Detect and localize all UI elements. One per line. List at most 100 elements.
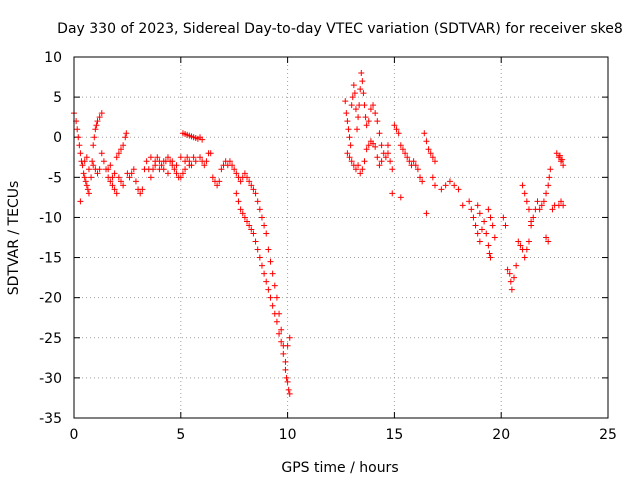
data-point [137,190,144,197]
data-point [143,158,150,165]
data-point [417,174,424,181]
data-point [233,170,240,177]
data-point [410,158,417,165]
data-point [269,270,276,277]
data-point [120,142,127,149]
data-point [96,114,103,121]
data-point [186,162,193,169]
data-point [226,158,233,165]
data-point [395,130,402,137]
data-point [246,222,253,229]
data-point [154,154,161,161]
data-point [356,102,363,109]
data-point [250,186,257,193]
data-point [547,166,554,173]
data-point [530,214,537,221]
data-point [81,174,88,181]
data-point [190,154,197,161]
data-point [560,162,567,169]
chart-title: Day 330 of 2023, Sidereal Day-to-day VTE… [57,21,623,37]
x-tick-label: 10 [279,427,297,443]
data-point [160,158,167,165]
data-point [343,110,350,117]
data-point [472,222,479,229]
x-tick-label: 5 [176,427,185,443]
data-point [164,154,171,161]
data-point [513,262,520,269]
data-point [150,166,157,173]
data-point [367,106,374,113]
data-point [111,186,118,193]
data-point [74,126,81,133]
data-point [269,302,276,309]
y-tick-label: -20 [39,291,62,307]
data-point [90,142,97,149]
data-point [382,154,389,161]
data-point [117,178,124,185]
y-tick-label: -30 [39,371,62,387]
data-point [122,134,129,141]
data-point [414,166,421,173]
data-point [77,198,84,205]
y-tick-label: 0 [53,130,62,146]
data-point [79,162,86,169]
y-axis-title: SDTVAR / TECUs [6,181,22,296]
data-point [214,182,221,189]
data-point [267,294,274,301]
data-point [152,162,159,169]
data-point [370,102,377,109]
data-point [344,118,351,125]
data-point [280,350,287,357]
data-point [361,102,368,109]
data-point [84,186,91,193]
data-point [346,134,353,141]
data-point [147,154,154,161]
data-point [229,162,236,169]
data-point [357,170,364,177]
data-point [109,182,116,189]
data-point [98,110,105,117]
data-point [244,218,251,225]
data-point [123,130,130,137]
data-point [362,114,369,121]
data-point [197,154,204,161]
data-point [92,126,99,133]
data-point [207,150,214,157]
data-point [132,178,139,185]
data-point [107,178,114,185]
data-point [261,270,268,277]
x-axis-title: GPS time / hours [281,460,398,476]
data-point [523,198,530,205]
data-point [397,194,404,201]
data-point [474,202,481,209]
data-point [372,110,379,117]
data-point [94,170,101,177]
data-point [265,246,272,253]
data-point [352,166,359,173]
data-point [201,162,208,169]
data-point [419,178,426,185]
data-point [282,358,289,365]
data-point [344,150,351,157]
data-point [258,262,265,269]
data-point [476,238,483,245]
data-point [483,230,490,237]
data-point [519,182,526,189]
data-point [91,134,98,141]
data-point [474,230,481,237]
data-point [427,150,434,157]
data-point [421,130,428,137]
data-point [481,218,488,225]
data-point [342,98,349,105]
data-point [543,190,550,197]
data-point [376,162,383,169]
data-point [402,150,409,157]
data-point [184,154,191,161]
data-point [100,158,107,165]
data-point [374,118,381,125]
data-point [528,218,535,225]
data-point [378,142,385,149]
data-point [355,162,362,169]
data-point [113,190,120,197]
data-point [438,186,445,193]
